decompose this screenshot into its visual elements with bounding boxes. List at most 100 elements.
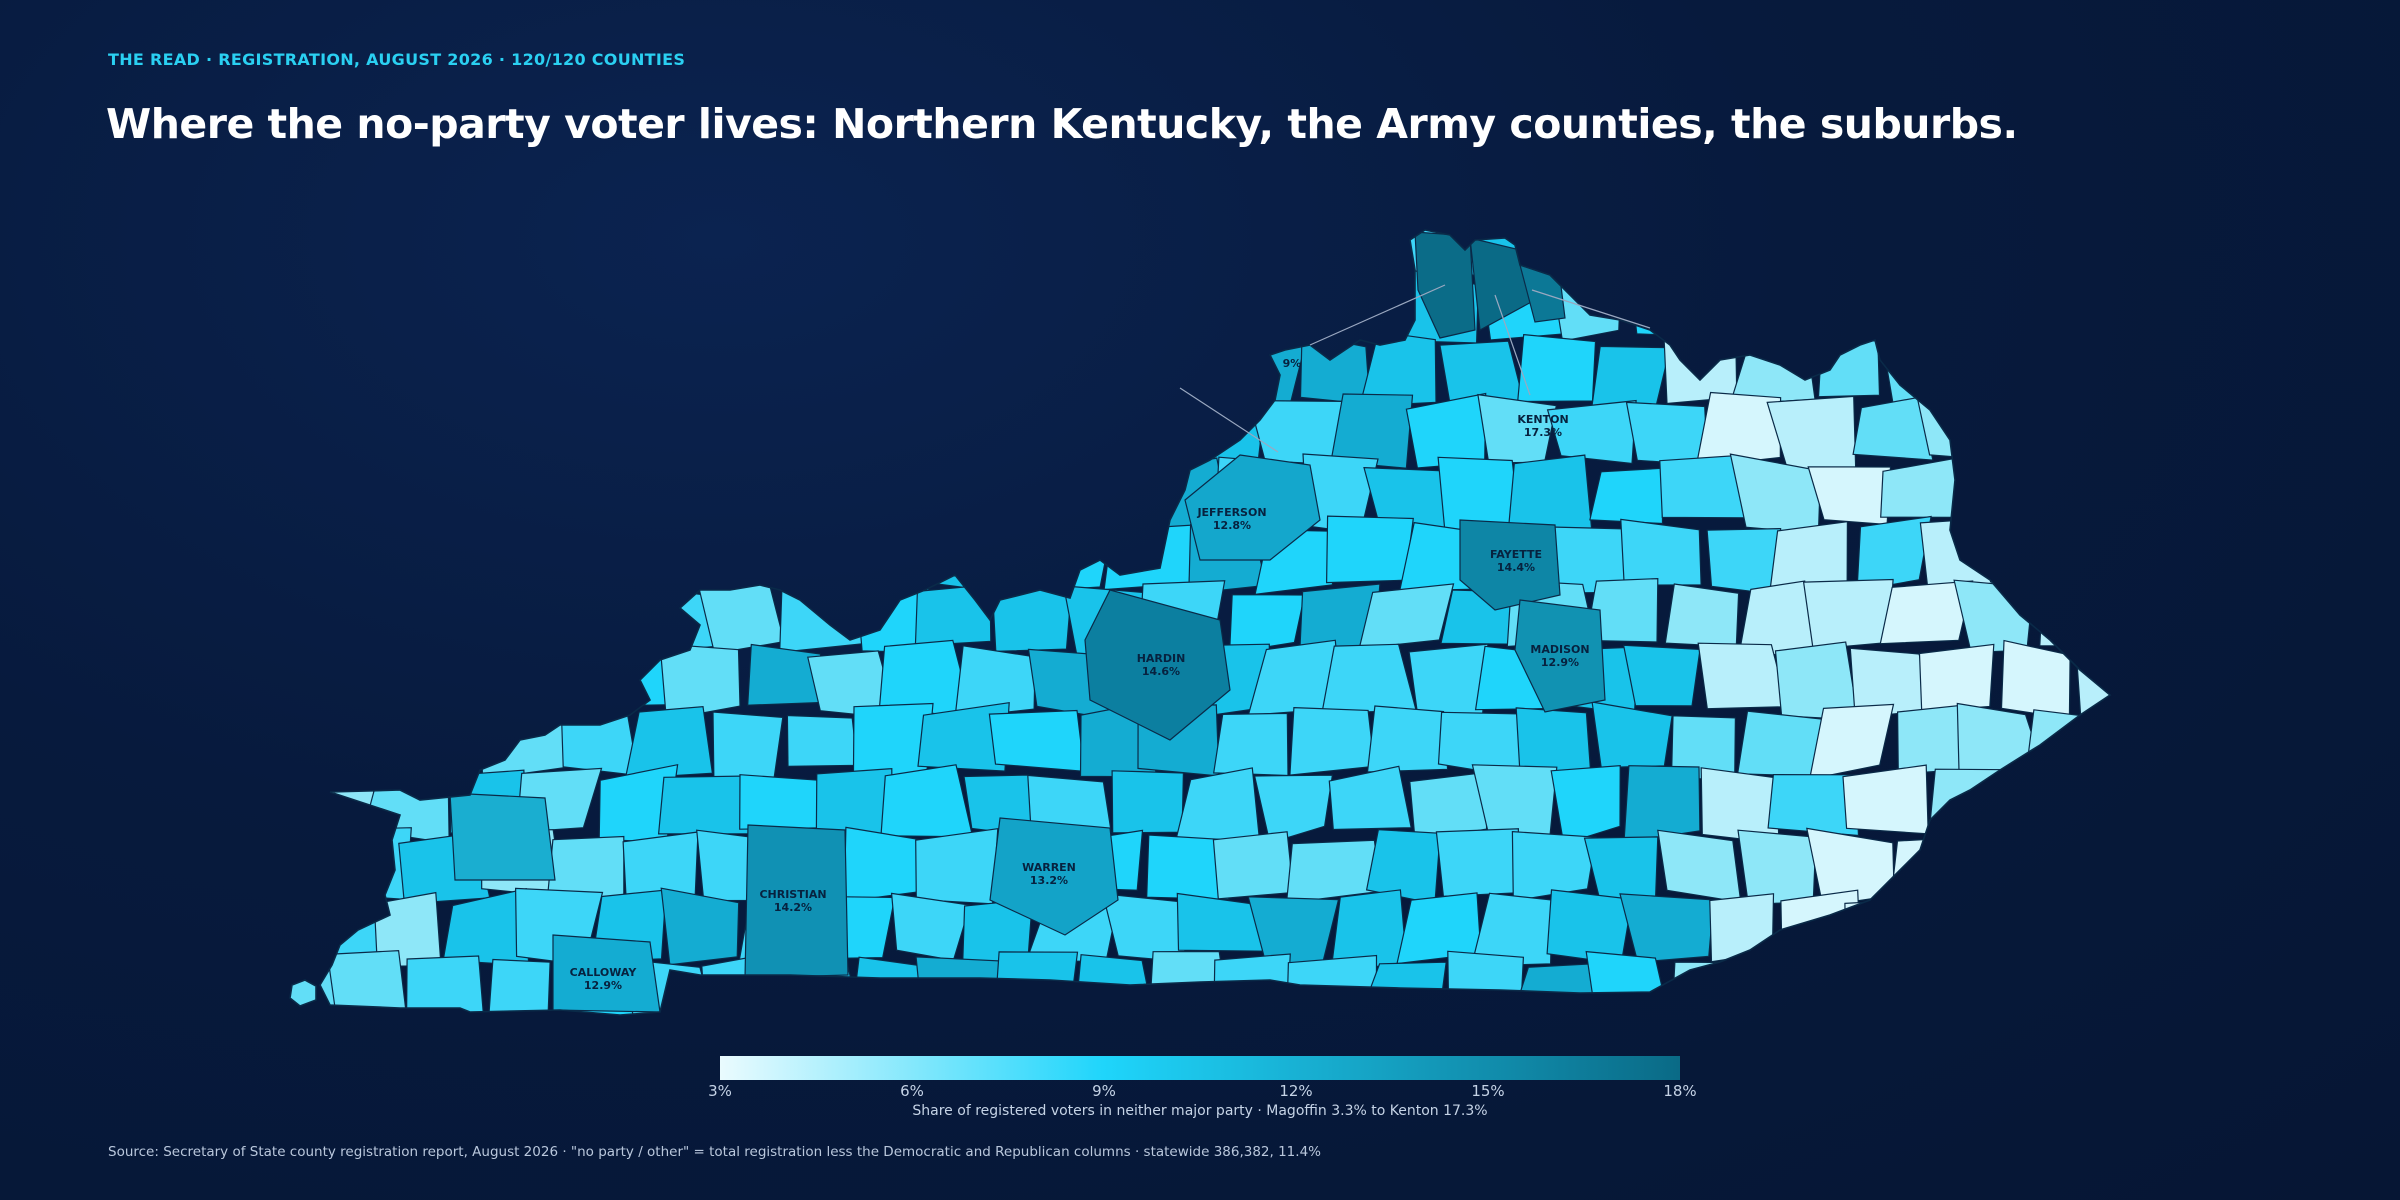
county-shape [1807,956,1894,1015]
county-shape [1027,774,1113,834]
county-shape [2063,397,2110,470]
county-shape [1409,771,1488,842]
county-shape [2179,957,2265,1027]
county-shape [2104,707,2110,777]
svg-text:14.4%: 14.4% [1497,561,1535,574]
county-shape [1663,230,1739,285]
headline: Where the no-party voter lives: Northern… [106,100,2018,148]
county-shape [1591,701,1673,769]
county-shape [398,230,491,281]
county-shape [2067,1145,2156,1200]
county-shape-highlight [1184,454,1321,561]
county-shape [330,230,415,279]
county-shape [1846,1020,1934,1088]
county-shape [1220,230,1304,284]
county-shape [2178,334,2252,410]
county-shape [545,1080,629,1140]
map-cut-label: 9% [1283,357,1302,370]
county-shape [659,273,739,348]
county-shape [471,1079,559,1139]
legend-color-bar [720,1056,1680,1080]
county-shape [1358,331,1437,408]
county-shape [1328,765,1412,831]
county-shape [2338,710,2400,776]
county-shape [2035,455,2109,534]
county-shape [2228,393,2300,471]
county-shape [471,453,561,526]
county-shape [2248,207,2339,283]
county-shape [1918,643,1995,712]
county-shape [1285,954,1378,1015]
county-shape [1212,831,1295,900]
county-shape [841,230,935,287]
county-shape [290,340,339,407]
county-shape [1253,774,1334,844]
county-shape [739,774,823,830]
county-shape [443,524,525,586]
county-shape [470,230,562,280]
county-shape [1989,516,2083,583]
county-shape [1766,395,1857,471]
county-shape [1957,230,2043,279]
county-shape [1619,893,1715,963]
county-shape [1670,961,1744,1015]
county-shape-highlight [1084,589,1231,741]
county-shape [1991,898,2079,964]
county-shape [445,391,515,470]
county-shape [2371,1139,2400,1200]
county-shape [1879,580,1974,645]
county-shape [546,331,637,406]
county-shape [1546,399,1637,465]
county-shape [991,578,1073,653]
county-shape [1663,331,1738,405]
county-shape [2175,1076,2254,1153]
county-shape [1959,332,2045,408]
county-shape [1767,773,1860,837]
county-shape [1069,462,1153,531]
county-label-christian: CHRISTIAN 14.2% [759,888,826,914]
county-shape [334,827,412,901]
svg-text:14.6%: 14.6% [1142,665,1180,678]
county-shape [2359,269,2400,343]
county-shape [1706,527,1782,595]
county-shape [914,583,992,647]
county-shape [1591,345,1671,409]
county-shape [290,705,345,770]
county-shape [2361,1022,2400,1092]
county-shape [369,1024,447,1088]
county-shape [2002,1145,2081,1200]
county-shape [1103,524,1195,591]
county-shape [702,332,788,409]
county-shape [1401,1148,1489,1200]
county-shape [1996,398,2070,471]
county-shape [1358,583,1455,650]
county-shape [290,270,371,346]
county-shape [2098,586,2110,655]
county-shape [1625,401,1709,466]
county-shape [560,708,639,777]
county-shape [1228,593,1306,654]
county-shape [2153,894,2228,961]
county-shape [2286,1027,2360,1091]
county-shape [1696,1020,1776,1083]
county-shape [1045,398,1114,459]
county-shape [1813,1076,1895,1140]
county-shape [1213,712,1289,777]
county-shape [1881,336,1972,404]
county-shape [917,701,1010,772]
county-shape [443,271,529,341]
county-shape [1251,272,1339,347]
county-shape [2147,393,2226,467]
county-shape [404,332,491,406]
county-shape [1927,768,2009,843]
county-shape [619,584,715,656]
county-shape [290,461,339,527]
county-shape [2330,951,2400,1023]
county-shape [402,1091,481,1149]
county-shape [961,521,1039,595]
county-shape [2064,1018,2152,1084]
county-shape-highlight [1514,599,1606,713]
county-shape [2324,462,2400,522]
svg-text:17.3%: 17.3% [1524,426,1562,439]
county-shape [326,458,411,532]
